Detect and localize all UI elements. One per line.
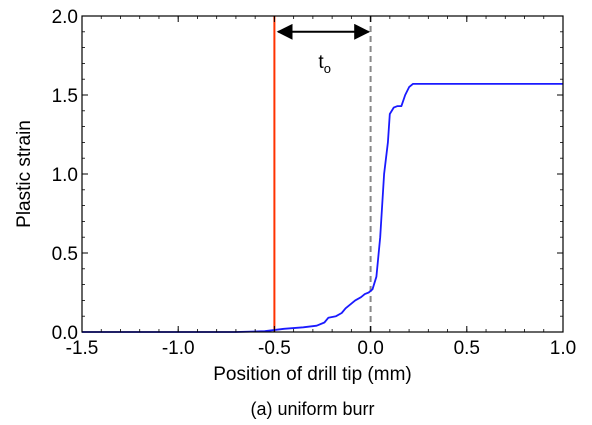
plot-layer: -1.5 -1.0 -0.5 0.0 0.5 1.0 0.0 0.5 1.0 1.5 2.0 to <box>52 7 577 359</box>
x-tick-label: -1.0 <box>162 338 195 359</box>
chart-caption: (a) uniform burr <box>250 399 374 419</box>
x-tick-label: 0.5 <box>454 338 480 359</box>
y-tick-label: 2.0 <box>52 7 78 28</box>
y-tick-label: 0.5 <box>52 244 78 265</box>
annotation-label: to <box>318 52 331 76</box>
y-tick-label: 1.5 <box>52 86 78 107</box>
x-tick-label: -0.5 <box>258 338 291 359</box>
x-tick-label: -1.5 <box>66 338 99 359</box>
x-tick-label: 1.0 <box>550 338 576 359</box>
series-line-0 <box>82 83 563 333</box>
y-axis-title: Plastic strain <box>14 120 35 228</box>
x-axis-title: Position of drill tip (mm) <box>213 364 412 385</box>
y-tick-label: 1.0 <box>52 165 78 186</box>
annotation-subscript: o <box>324 61 331 76</box>
x-tick-label: 0.0 <box>357 338 383 359</box>
y-tick-label: 0.0 <box>52 323 78 344</box>
